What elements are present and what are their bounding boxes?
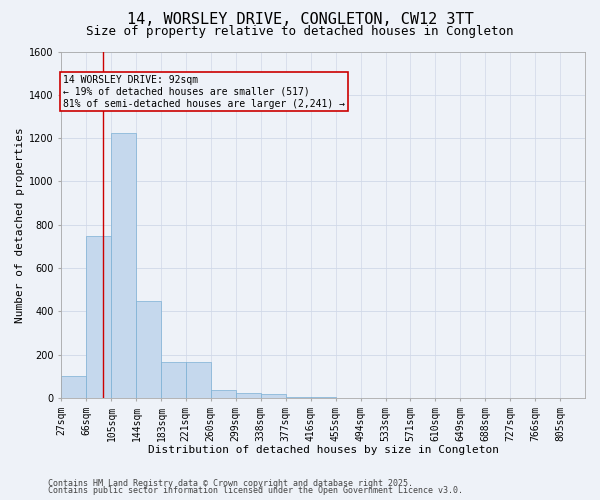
Text: 14 WORSLEY DRIVE: 92sqm
← 19% of detached houses are smaller (517)
81% of semi-d: 14 WORSLEY DRIVE: 92sqm ← 19% of detache…: [64, 76, 346, 108]
Bar: [211, 390, 236, 398]
Bar: [112, 132, 136, 398]
Text: Contains HM Land Registry data © Crown copyright and database right 2025.: Contains HM Land Registry data © Crown c…: [48, 478, 413, 488]
Bar: [86, 236, 112, 398]
Bar: [236, 392, 261, 398]
Bar: [286, 397, 311, 398]
Bar: [186, 362, 211, 398]
Bar: [136, 300, 161, 398]
Text: Contains public sector information licensed under the Open Government Licence v3: Contains public sector information licen…: [48, 486, 463, 495]
Bar: [61, 376, 86, 398]
Bar: [161, 362, 186, 398]
Text: Size of property relative to detached houses in Congleton: Size of property relative to detached ho…: [86, 25, 514, 38]
Y-axis label: Number of detached properties: Number of detached properties: [15, 127, 25, 322]
Bar: [261, 394, 286, 398]
Text: 14, WORSLEY DRIVE, CONGLETON, CW12 3TT: 14, WORSLEY DRIVE, CONGLETON, CW12 3TT: [127, 12, 473, 28]
X-axis label: Distribution of detached houses by size in Congleton: Distribution of detached houses by size …: [148, 445, 499, 455]
